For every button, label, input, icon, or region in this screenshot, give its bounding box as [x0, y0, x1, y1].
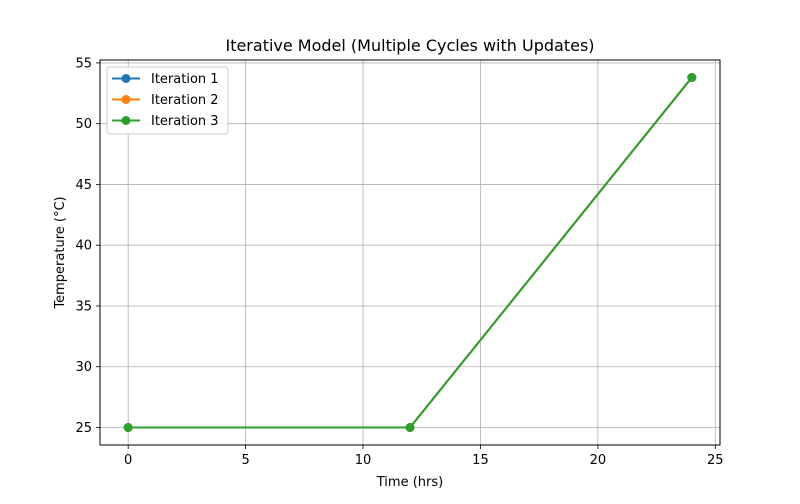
- legend-entry: Iteration 3: [112, 114, 219, 129]
- axes-frame: [99, 59, 721, 446]
- series-layer: [123, 73, 697, 432]
- y-tick-label: 25: [75, 421, 92, 436]
- legend: Iteration 1 Iteration 2 Iteration 3: [106, 66, 229, 135]
- legend-label: Iteration 1: [151, 72, 219, 87]
- series-3: [123, 73, 697, 432]
- legend-marker: [121, 95, 131, 104]
- grid-lines: [100, 60, 720, 445]
- legend-marker: [121, 116, 131, 125]
- x-tick-label: 25: [707, 453, 724, 468]
- x-tick-label: 5: [241, 453, 249, 468]
- x-axis-ticks: 0 5 10 15 20 25: [124, 445, 724, 468]
- data-point: [405, 423, 415, 432]
- y-tick-label: 40: [75, 239, 92, 254]
- data-point: [123, 423, 133, 432]
- chart-title: Iterative Model (Multiple Cycles with Up…: [225, 36, 594, 55]
- x-axis-label: Time (hrs): [376, 475, 443, 490]
- x-tick-label: 20: [590, 453, 607, 468]
- data-point: [687, 73, 697, 82]
- legend-box: [106, 66, 229, 135]
- y-tick-label: 55: [75, 56, 92, 71]
- x-tick-label: 10: [355, 453, 372, 468]
- x-tick-label: 0: [124, 453, 132, 468]
- y-tick-label: 45: [75, 178, 92, 193]
- y-tick-label: 50: [75, 117, 92, 132]
- legend-entry: Iteration 1: [112, 72, 219, 87]
- y-axis-label: Temperature (°C): [53, 196, 68, 309]
- y-tick-label: 30: [75, 360, 92, 375]
- y-axis-ticks: 25 30 35 40 45 50 55: [75, 56, 100, 436]
- legend-marker: [121, 74, 131, 83]
- legend-label: Iteration 3: [151, 114, 219, 129]
- y-tick-label: 35: [75, 299, 92, 314]
- legend-entry: Iteration 2: [112, 93, 219, 108]
- x-tick-label: 15: [472, 453, 489, 468]
- legend-label: Iteration 2: [151, 93, 219, 108]
